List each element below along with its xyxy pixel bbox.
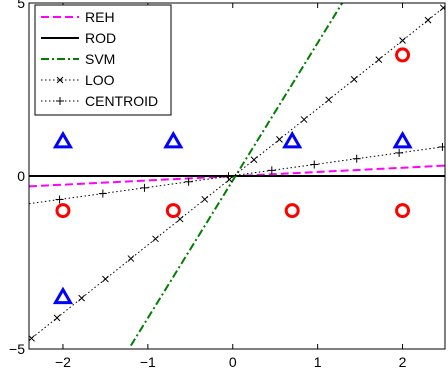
x-tick-label: −1 xyxy=(140,354,156,370)
legend-label-centroid: CENTROID xyxy=(85,93,158,109)
x-tick-label: 2 xyxy=(399,354,407,370)
series-marker-loo xyxy=(375,56,383,63)
series-marker-loo xyxy=(276,135,283,143)
series-line-svm xyxy=(130,3,344,347)
series-marker-centroid xyxy=(184,177,193,186)
series-marker-centroid xyxy=(438,142,445,151)
legend-marker-centroid xyxy=(56,97,64,105)
legend-label-reh: REH xyxy=(85,9,115,25)
circle-point xyxy=(395,47,411,63)
series-marker-loo xyxy=(102,275,109,283)
series-marker-loo xyxy=(53,314,61,322)
series-marker-centroid xyxy=(55,195,64,204)
y-tick-label: −5 xyxy=(9,341,25,357)
triangle-point xyxy=(52,130,74,149)
series-marker-loo xyxy=(350,76,358,83)
series-marker-loo xyxy=(399,37,406,44)
series-marker-loo xyxy=(424,16,432,24)
series-marker-loo xyxy=(325,96,333,104)
series-marker-loo xyxy=(250,156,258,164)
series-marker-loo xyxy=(201,195,209,203)
legend-label-loo: LOO xyxy=(85,72,115,88)
triangle-point xyxy=(52,286,74,305)
plot-area-frame xyxy=(28,2,446,350)
series-marker-loo xyxy=(226,176,233,183)
series-marker-centroid xyxy=(267,166,276,175)
series-marker-loo xyxy=(300,116,308,123)
series-marker-centroid xyxy=(224,172,233,181)
series-marker-loo xyxy=(439,4,445,12)
circle-point xyxy=(284,203,300,219)
triangle-point xyxy=(282,130,303,149)
circle-point xyxy=(395,203,411,219)
legend-marker-loo xyxy=(56,76,64,84)
series-marker-loo xyxy=(152,235,159,243)
circle-point xyxy=(165,203,181,219)
series-marker-loo xyxy=(78,294,85,302)
series-marker-centroid xyxy=(395,148,404,157)
series-marker-loo xyxy=(29,334,35,342)
triangle-point xyxy=(163,130,184,149)
circle-point xyxy=(55,203,71,219)
tick-labels: −2 −1 0 1 2 −5 0 5 xyxy=(9,0,407,370)
series-markers xyxy=(29,4,445,342)
series-marker-centroid xyxy=(310,160,319,169)
y-tick-label: 0 xyxy=(17,168,25,184)
series-marker-loo xyxy=(176,215,184,223)
series-marker-loo xyxy=(127,255,135,262)
legend-label-rod: ROD xyxy=(85,30,116,46)
x-tick-label: −2 xyxy=(55,354,71,370)
class-points xyxy=(52,47,413,305)
legend-label-svm: SVM xyxy=(85,51,115,67)
triangle-point xyxy=(392,130,413,149)
legend: REH ROD SVM LOO CENTROID xyxy=(34,4,172,116)
x-tick-label: 1 xyxy=(314,354,322,370)
series-marker-centroid xyxy=(352,154,361,163)
series-marker-centroid xyxy=(140,183,149,192)
series-marker-centroid xyxy=(98,189,107,198)
y-tick-label: 5 xyxy=(17,0,25,11)
x-tick-label: 0 xyxy=(229,354,237,370)
